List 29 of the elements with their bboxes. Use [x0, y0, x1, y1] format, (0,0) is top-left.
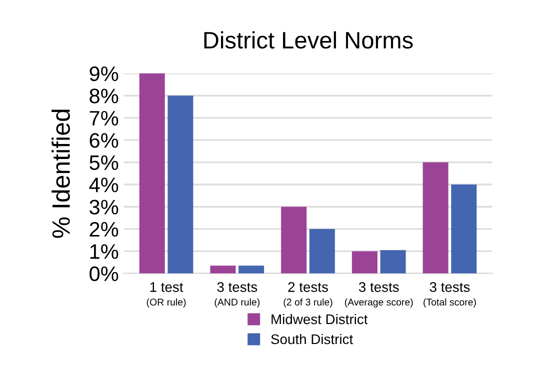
- bar: [380, 250, 406, 274]
- chart-title: District Level Norms: [204, 31, 413, 49]
- y-tick-label: 4%: [89, 178, 118, 192]
- bar: [281, 206, 307, 274]
- y-tick-label: 7%: [90, 110, 118, 126]
- y-tick-label: 5%: [90, 155, 118, 170]
- bar: [210, 266, 236, 274]
- x-tick-label: 3 tests (Total score): [424, 282, 476, 308]
- y-tick-label: 6%: [90, 133, 118, 148]
- bar: [422, 162, 448, 274]
- y-tick-label: 9%: [90, 66, 118, 82]
- x-tick-label: 2 tests (2 of 3 rule): [284, 282, 332, 308]
- y-axis-title: % Identified: [52, 110, 70, 238]
- x-tick-label: 1 test (OR rule): [146, 282, 186, 308]
- bar: [168, 96, 194, 274]
- bar: [309, 228, 335, 274]
- x-tick-label: 3 tests (AND rule): [214, 282, 260, 308]
- legend-label: Midwest District: [272, 314, 368, 324]
- legend-label: South District: [271, 334, 353, 344]
- bar: [352, 251, 378, 274]
- x-tick-label: 3 tests (Average score): [344, 282, 413, 308]
- y-tick-label: 0%: [90, 266, 118, 282]
- y-tick-label: 3%: [90, 200, 118, 214]
- y-tick-label: 2%: [90, 222, 118, 237]
- bar: [139, 73, 165, 274]
- bar: [451, 184, 477, 274]
- y-tick-label: 8%: [90, 88, 118, 104]
- bar: [238, 266, 264, 274]
- y-tick-label: 1%: [90, 244, 118, 259]
